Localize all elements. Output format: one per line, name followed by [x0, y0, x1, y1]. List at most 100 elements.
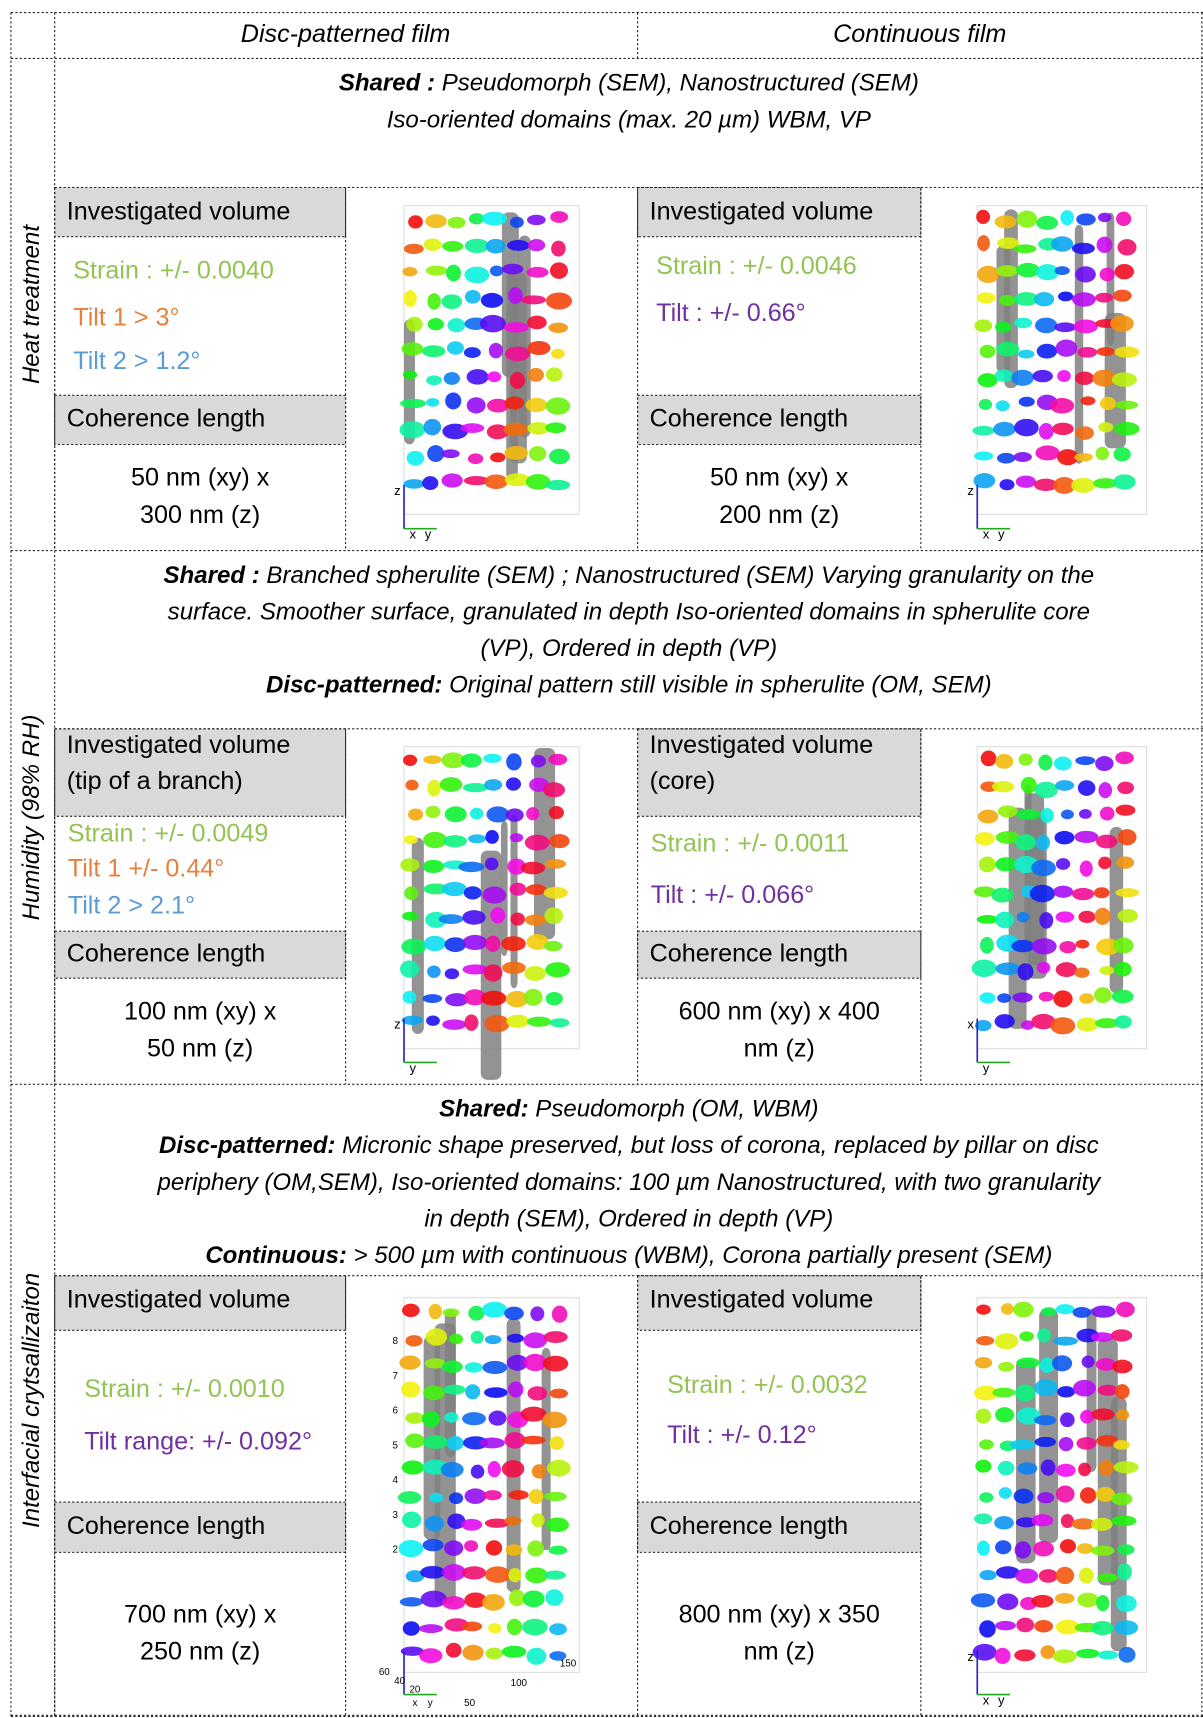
orientation-domain	[1034, 1379, 1058, 1397]
orientation-domain	[524, 914, 547, 926]
orientation-domain	[1052, 1649, 1077, 1664]
orientation-domain	[528, 446, 547, 462]
orientation-domain	[420, 1565, 446, 1579]
orientation-domain	[403, 243, 424, 255]
orientation-domain	[1116, 1409, 1130, 1421]
orientation-domain	[1096, 1594, 1110, 1612]
orientation-domain	[543, 1491, 567, 1502]
orientation-domain	[509, 372, 525, 389]
orientation-domain	[551, 1305, 568, 1323]
orientation-domain	[995, 1540, 1012, 1555]
metric: Strain : +/- 0.0011	[651, 829, 850, 857]
orientation-domain	[400, 1646, 424, 1656]
orientation-domain	[1115, 751, 1134, 765]
orientation-domain	[1056, 1463, 1076, 1477]
header-cell	[637, 186, 922, 238]
render-axis-label: 20	[409, 1685, 420, 1696]
orientation-domain	[401, 938, 427, 955]
orientation-domain	[973, 886, 996, 898]
header-cell	[54, 728, 347, 817]
orientation-domain	[1099, 806, 1115, 821]
orientation-domain	[470, 1464, 485, 1479]
orientation-domain	[444, 1540, 464, 1556]
orientation-domain	[997, 993, 1012, 1003]
orientation-domain	[509, 833, 524, 843]
orientation-domain	[1091, 1408, 1115, 1421]
orientation-domain	[1057, 449, 1079, 466]
orientation-domain	[997, 237, 1020, 249]
metric: Tilt 1 +/- 0.44°	[68, 855, 225, 883]
cell-heading: Investigated volume	[650, 731, 874, 759]
orientation-domain	[441, 752, 465, 769]
orientation-domain	[546, 1459, 571, 1477]
orientation-domain	[447, 1513, 466, 1529]
orientation-domain	[1093, 887, 1110, 899]
orientation-domain	[402, 911, 419, 921]
orientation-domain	[1097, 1573, 1118, 1583]
orientation-domain	[1055, 1304, 1075, 1315]
orientation-domain	[991, 887, 1014, 903]
orientation-domain	[548, 1545, 568, 1555]
orientation-domain	[483, 964, 503, 982]
orientation-domain	[1015, 1568, 1039, 1584]
orientation-domain	[1059, 940, 1077, 954]
orientation-domain	[1078, 1567, 1094, 1584]
orientation-domain	[423, 418, 442, 436]
orientation-domain	[525, 884, 547, 896]
render-axis-label: 100	[511, 1678, 528, 1689]
orientation-domain	[401, 342, 424, 356]
orientation-domain	[399, 1597, 424, 1607]
orientation-domain	[1033, 478, 1058, 491]
orientation-domain	[1034, 1415, 1057, 1426]
orientation-domain	[510, 912, 525, 926]
orientation-domain	[1029, 884, 1056, 903]
orientation-domain	[527, 422, 550, 435]
row-label: Interfacial crytsallizaiton	[18, 1273, 45, 1528]
orientation-domain	[501, 1460, 525, 1478]
render-axis-label: y	[428, 1698, 433, 1709]
orientation-domain	[1097, 1384, 1118, 1396]
orientation-domain	[522, 1590, 545, 1608]
orientation-domain	[1090, 1332, 1114, 1342]
orientation-domain	[423, 883, 449, 895]
orientation-domain	[1052, 1336, 1078, 1346]
orientation-domain	[399, 421, 426, 439]
orientation-domain	[995, 962, 1021, 976]
orientation-domain	[550, 211, 569, 223]
orientation-domain	[1015, 1384, 1036, 1402]
orientation-domain	[1096, 938, 1120, 956]
coherence-value: 600 nm (xy) x 400	[679, 997, 880, 1025]
note-text: periphery (OM,SEM), Iso-oriented domains…	[156, 1169, 1102, 1196]
orientation-domain	[525, 1567, 548, 1584]
orientation-domain	[1013, 452, 1032, 462]
orientation-domain	[480, 990, 507, 1006]
header-cell	[54, 186, 347, 238]
orientation-domain	[1076, 213, 1096, 226]
orientation-domain	[1016, 1357, 1040, 1368]
orientation-domain	[487, 371, 502, 383]
shared-notes: (VP), Ordered in depth (VP)	[480, 635, 777, 662]
orientation-domain	[1071, 242, 1095, 255]
orientation-domain	[1074, 967, 1090, 978]
orientation-domain	[1054, 1593, 1075, 1604]
orientation-domain	[509, 216, 524, 228]
cell-heading: Coherence length	[650, 405, 848, 433]
orientation-domain	[422, 1538, 444, 1552]
coherence-value: nm (z)	[744, 1638, 815, 1666]
orientation-domain	[544, 1570, 566, 1580]
orientation-domain	[442, 240, 464, 252]
orientation-domain	[427, 965, 441, 978]
orientation-domain	[488, 342, 503, 359]
orientation-domain	[468, 1305, 485, 1321]
shared-notes: Shared : Branched spherulite (SEM) ; Nan…	[164, 562, 1095, 589]
orientation-domain	[462, 964, 489, 975]
orientation-domain	[979, 1569, 997, 1581]
orientation-domain	[468, 213, 485, 225]
orientation-domain	[470, 807, 484, 820]
orientation-domain	[1034, 1436, 1057, 1447]
orientation-domain	[427, 445, 445, 462]
orientation-domain	[464, 266, 490, 284]
orientation-domain	[484, 1566, 511, 1583]
render-axis-label: 7	[393, 1371, 398, 1382]
header-cell	[54, 394, 347, 446]
